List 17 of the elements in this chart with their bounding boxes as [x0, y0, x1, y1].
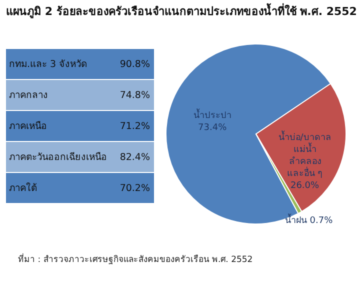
category-label: ภาคเหนือ — [9, 121, 47, 132]
slice-label: น้ำบ่อ/บาดาล แม่น้ำ ลำคลอง และอื่น ๆ — [278, 130, 332, 180]
slice-label: น้ำประปา — [193, 108, 232, 122]
category-label: ภาคตะวันออกเฉียงเหนือ — [9, 151, 107, 163]
data-label: 70.2% — [120, 183, 150, 194]
data-label: 74.8% — [120, 90, 150, 101]
data-label: 82.4% — [120, 152, 150, 163]
slice-label: น้ำฝน 0.7% — [284, 213, 334, 226]
category-label: ภาคใต้ — [9, 182, 37, 194]
data-label: 26.0% — [290, 181, 320, 192]
category-label: ภาคกลาง — [9, 90, 48, 101]
data-label: 90.8% — [120, 59, 150, 70]
chart-title: แผนภูมิ 2 ร้อยละของครัวเรือนจำแนกตามประเภทของน้ำที่ใช้ พ.ศ. 2552 — [6, 3, 357, 19]
data-label: 71.2% — [120, 121, 150, 132]
data-label: 73.4% — [198, 123, 228, 134]
category-label: กทม.และ 3 จังหวัด — [9, 59, 88, 70]
text: ที่มา : สำรวจภาวะเศรษฐกิจและสังคมของครัวเรือน พ.ศ. 2552 — [18, 253, 253, 265]
